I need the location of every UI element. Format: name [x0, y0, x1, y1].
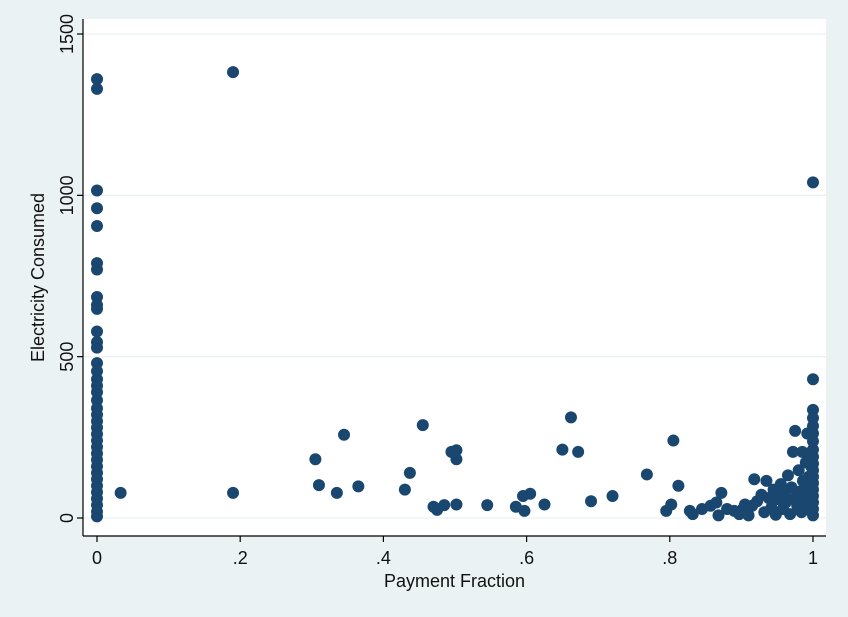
data-point-41	[312, 479, 325, 492]
y-tick-label-2: 1000	[57, 175, 77, 215]
data-point-38	[227, 66, 240, 79]
data-point-44	[352, 480, 365, 493]
data-point-75	[710, 496, 723, 509]
data-point-45	[398, 483, 411, 496]
data-point-10	[91, 325, 103, 338]
data-point-0	[91, 73, 103, 86]
y-tick-label-1: 500	[57, 342, 77, 372]
data-point-36	[91, 510, 103, 523]
y-axis-title: Electricity Consumed	[28, 193, 48, 362]
data-point-104	[789, 424, 802, 437]
data-point-12	[91, 341, 103, 354]
x-tick-label-0: 0	[92, 548, 102, 568]
x-axis-ticks: 0 .2 .4 .6 .8 1	[92, 536, 818, 568]
data-point-139	[807, 509, 819, 522]
data-point-6	[91, 263, 103, 276]
data-point-102	[786, 445, 799, 458]
data-point-83	[742, 509, 755, 522]
data-points	[91, 66, 819, 523]
data-point-53	[450, 453, 463, 466]
gridlines	[83, 33, 826, 519]
data-point-128	[807, 435, 819, 448]
data-point-61	[556, 443, 569, 456]
data-point-68	[665, 498, 678, 511]
data-point-76	[712, 509, 725, 522]
data-point-60	[538, 498, 551, 511]
data-point-123	[807, 373, 819, 386]
data-point-65	[606, 490, 619, 503]
data-point-39	[227, 486, 240, 499]
data-point-85	[748, 473, 761, 486]
x-tick-label-4: .8	[662, 548, 677, 568]
data-point-54	[450, 498, 463, 511]
data-point-46	[403, 466, 416, 479]
data-point-100	[784, 508, 797, 521]
x-tick-label-2: .4	[376, 548, 391, 568]
y-axis-ticks: 0 500 1000 1500	[57, 14, 83, 523]
data-point-66	[640, 468, 653, 481]
data-point-55	[481, 499, 494, 512]
data-point-42	[330, 486, 343, 499]
data-point-70	[672, 479, 685, 492]
data-point-58	[518, 504, 531, 517]
data-point-72	[686, 508, 699, 521]
x-tick-label-5: 1	[808, 548, 818, 568]
x-tick-label-1: .2	[233, 548, 248, 568]
data-point-99	[781, 469, 794, 482]
data-point-2	[91, 184, 103, 197]
data-point-89	[760, 474, 773, 487]
data-point-3	[91, 202, 103, 215]
data-point-50	[438, 499, 451, 512]
data-point-37	[114, 486, 127, 499]
data-point-1	[91, 82, 103, 95]
data-point-63	[572, 445, 585, 458]
data-point-43	[338, 428, 351, 441]
data-point-122	[807, 176, 819, 189]
data-point-69	[667, 434, 680, 447]
x-axis-title: Payment Fraction	[384, 571, 525, 591]
data-point-9	[91, 302, 103, 315]
x-tick-label-3: .6	[519, 548, 534, 568]
data-point-40	[309, 453, 322, 466]
y-tick-label-0: 0	[57, 513, 77, 523]
data-point-62	[564, 411, 577, 424]
data-point-52	[450, 444, 463, 457]
data-point-106	[792, 464, 805, 477]
data-point-77	[715, 486, 728, 499]
data-point-64	[585, 495, 598, 508]
data-point-4	[91, 219, 103, 232]
data-point-47	[416, 419, 429, 432]
y-tick-label-3: 1500	[57, 14, 77, 54]
data-point-59	[524, 487, 537, 500]
